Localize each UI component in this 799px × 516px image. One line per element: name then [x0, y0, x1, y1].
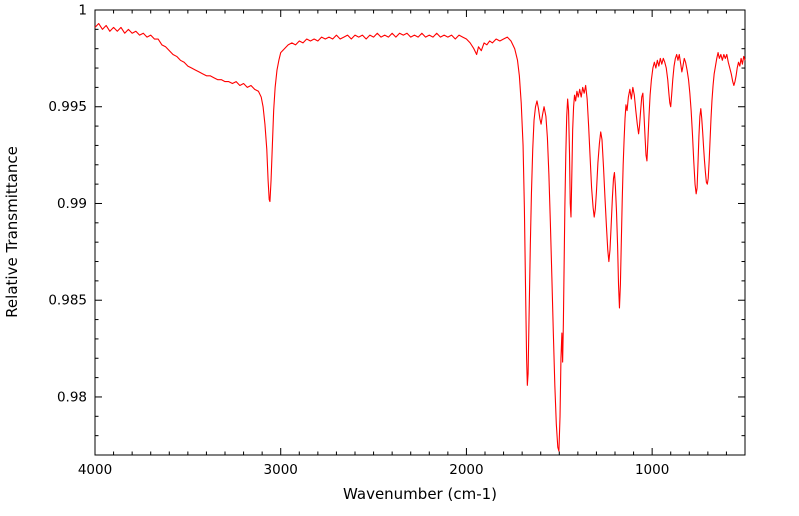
x-axis-label: Wavenumber (cm-1)	[343, 485, 497, 503]
plot-border	[94, 9, 746, 456]
spectrum-line	[94, 22, 746, 452]
y-tick-label: 1	[78, 3, 87, 19]
x-tick-label: 1000	[635, 462, 669, 478]
y-tick-label: 0.98	[57, 389, 87, 405]
x-tick-label: 3000	[264, 462, 298, 478]
y-tick-label: 0.99	[57, 196, 87, 212]
y-tick-label: 0.995	[48, 99, 87, 115]
y-tick-label: 0.985	[48, 293, 87, 309]
plot-dynamic-layer: 4000 3000 2000 1000 0.98 0.985 0.99 0.995 1	[48, 3, 746, 478]
x-tick-label: 4000	[78, 462, 112, 478]
y-axis-label: Relative Transmittance	[3, 146, 21, 318]
x-tick-label: 2000	[449, 462, 483, 478]
